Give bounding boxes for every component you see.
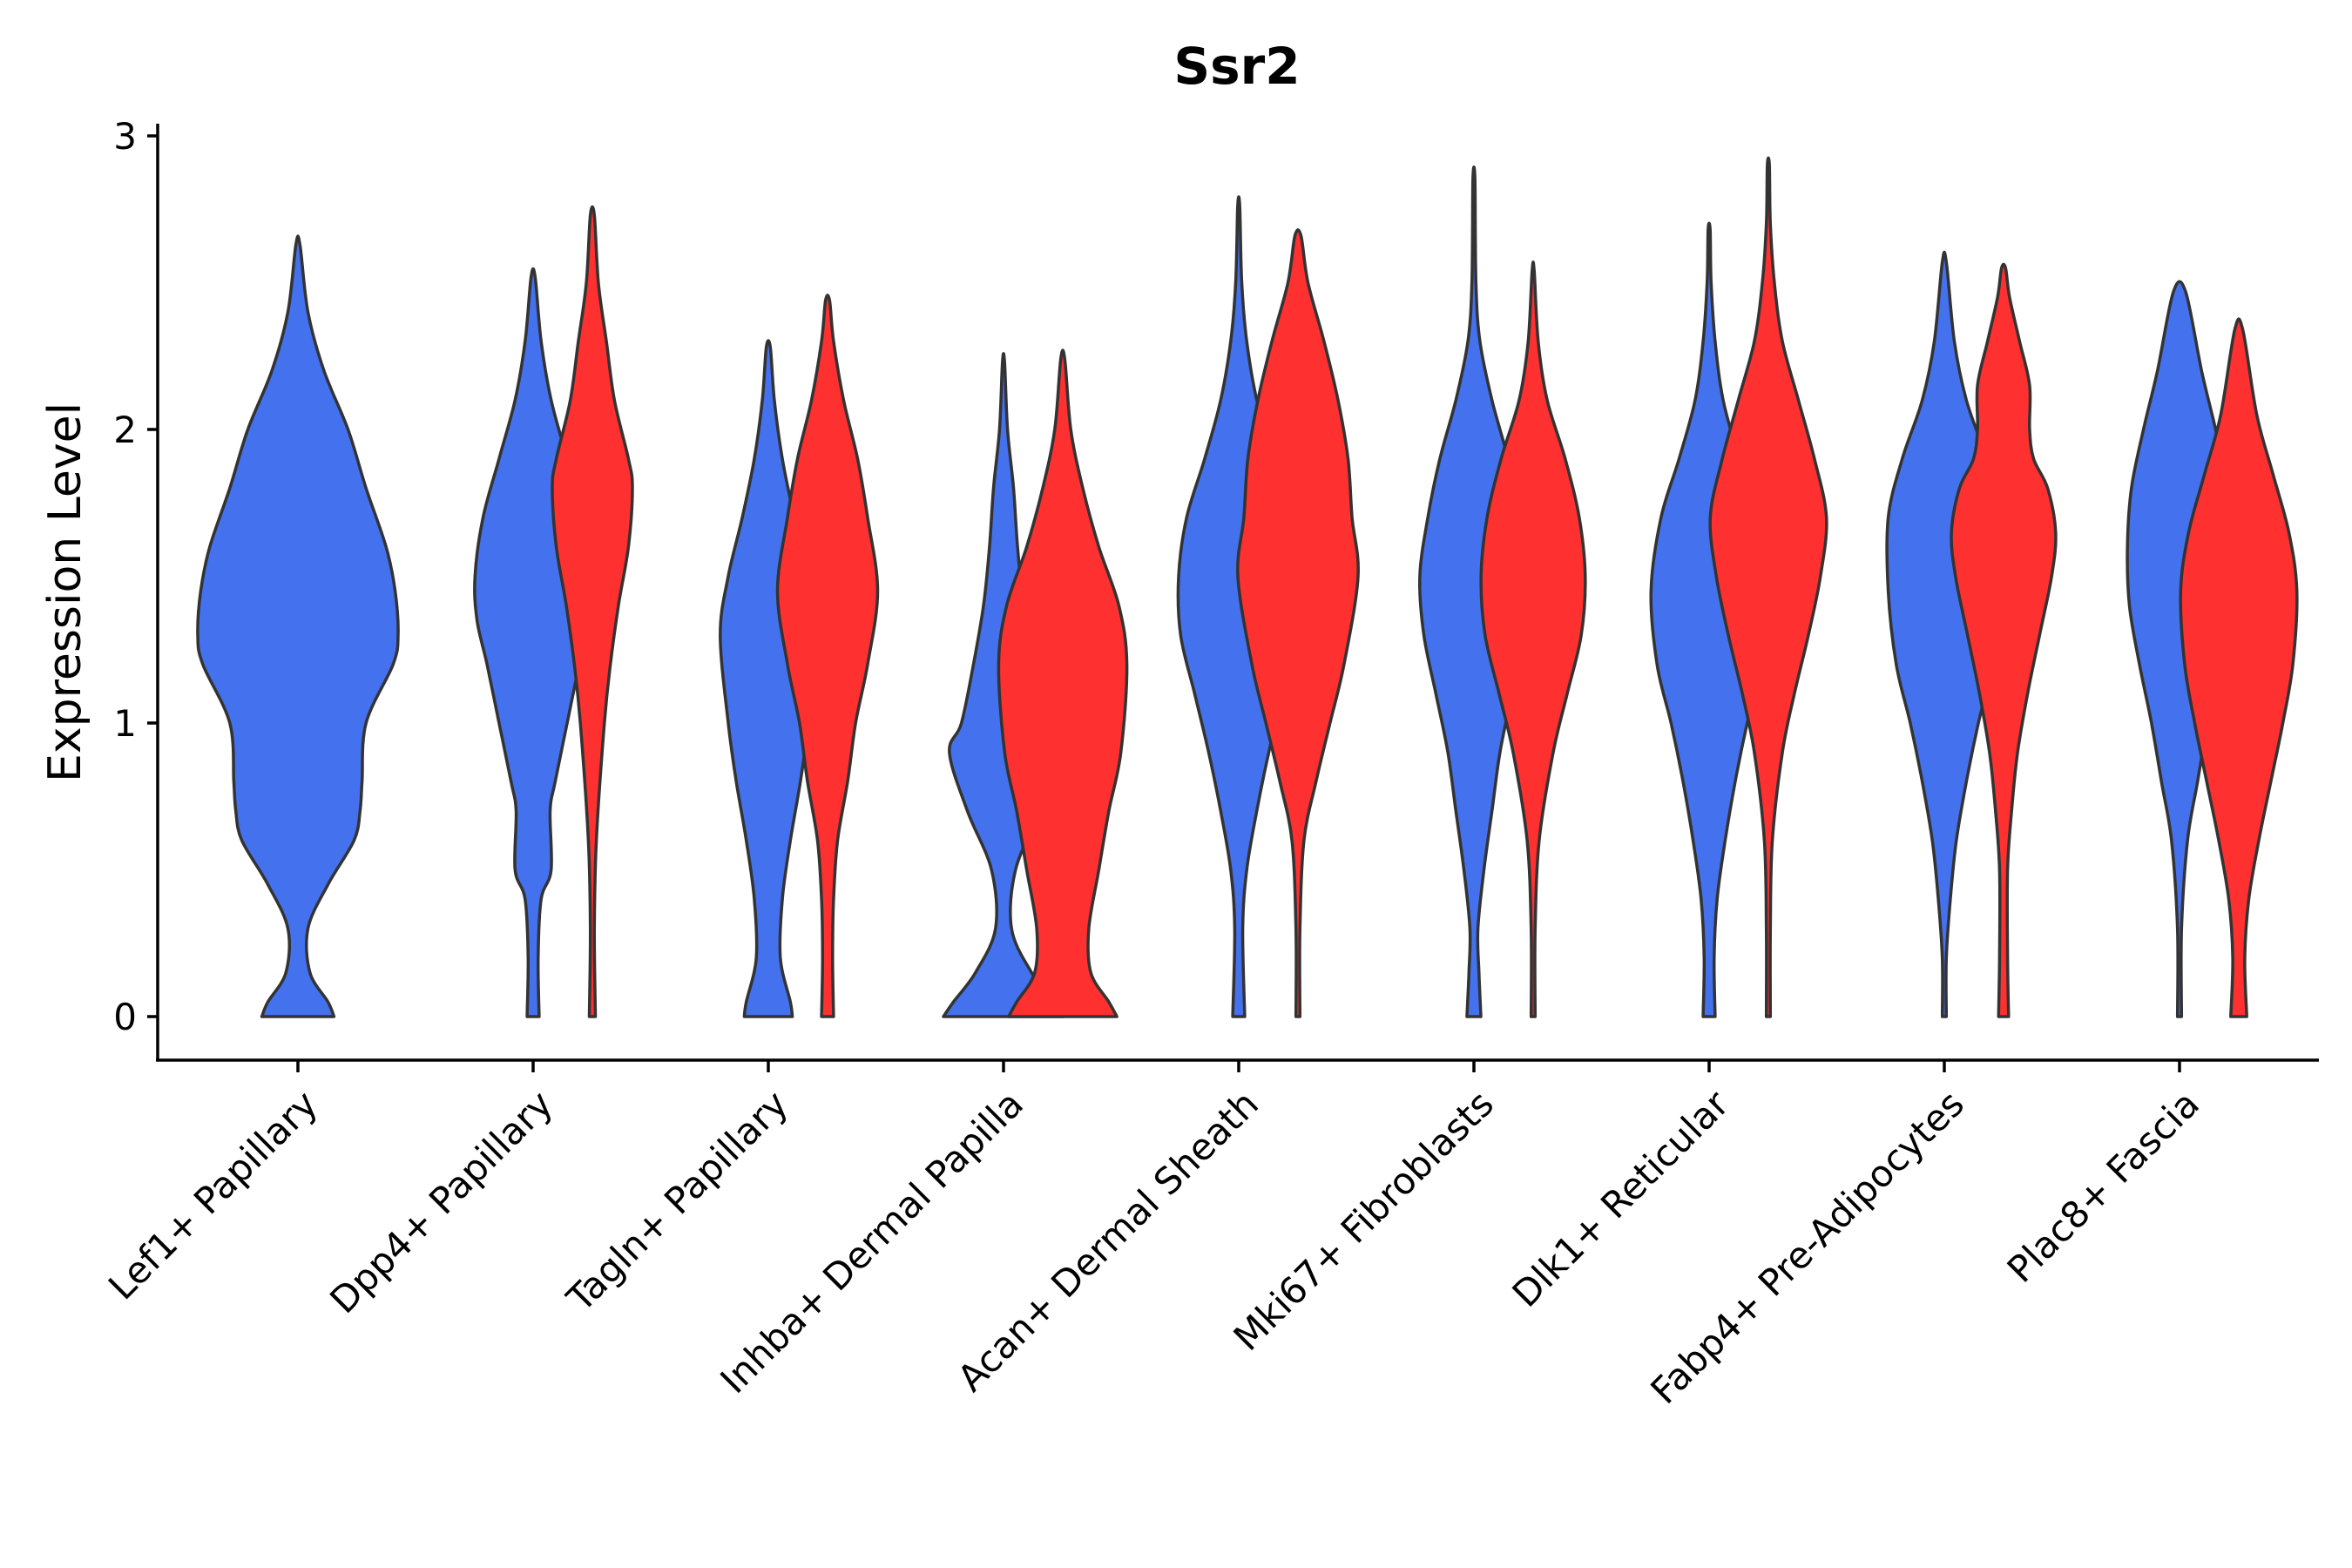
violin-lef1-papillary-group_a xyxy=(196,234,400,1018)
y-tick-label: 0 xyxy=(113,996,137,1038)
y-tick-label: 2 xyxy=(113,409,137,451)
violin-fabp4-pre-adipocytes-group_a xyxy=(1885,250,2004,1018)
chart-title: Ssr2 xyxy=(1173,37,1300,96)
violin-plac8-fascia-group_b xyxy=(2179,317,2299,1018)
violins-layer xyxy=(196,156,2299,1018)
y-tick-label: 3 xyxy=(113,115,137,158)
violin-fabp4-pre-adipocytes-group_b xyxy=(1950,262,2058,1018)
violin-dpp4-papillary-group_b xyxy=(551,205,634,1018)
violin-mki67-fibroblasts-group_b xyxy=(1479,260,1587,1018)
y-axis-label: Expression Level xyxy=(39,402,91,782)
violin-dlk1-reticular-group_b xyxy=(1708,156,1828,1018)
violin-inhba-dermal-papilla-group_b xyxy=(997,348,1129,1018)
violin-tagln-papillary-group_b xyxy=(775,294,880,1018)
violin-acan-dermal-sheath-group_b xyxy=(1236,228,1360,1018)
y-tick-label: 1 xyxy=(113,702,137,745)
violin-dlk1-reticular-group_a xyxy=(1649,221,1769,1018)
y-ticks: 0 1 2 3 xyxy=(113,115,158,1038)
violin-mki67-fibroblasts-group_a xyxy=(1417,166,1531,1018)
